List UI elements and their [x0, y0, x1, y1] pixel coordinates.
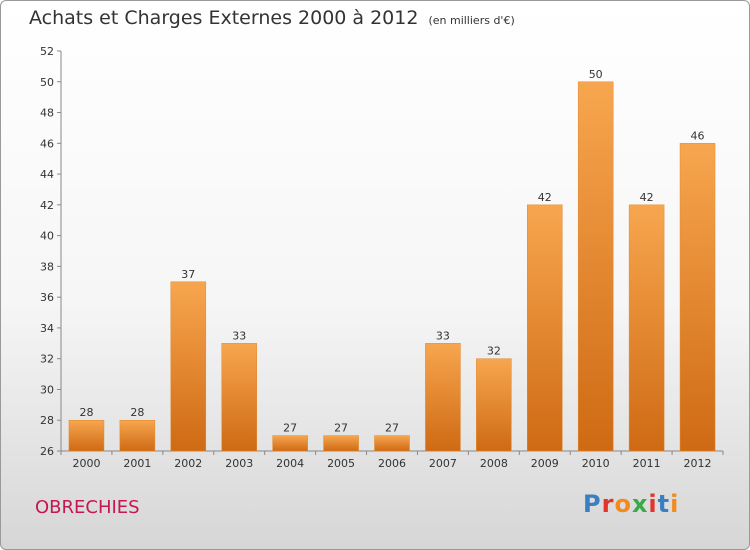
- data-labels: 28 28 37 33 27 27 27 33 32 42 50 42 46: [79, 68, 704, 435]
- data-label-2004: 27: [283, 422, 297, 435]
- x-tick-label: 2003: [225, 457, 253, 470]
- logo-letter: t: [657, 490, 671, 518]
- y-tick-label: 44: [40, 168, 54, 181]
- bar-2000: [68, 419, 105, 452]
- data-label-2006: 27: [385, 422, 399, 435]
- x-tick-label: 2010: [582, 457, 610, 470]
- data-label-2003: 33: [232, 329, 246, 342]
- x-tick-label: 2007: [429, 457, 457, 470]
- bar-2008: [476, 358, 512, 452]
- logo-letter: i: [648, 490, 658, 518]
- logo-letter: r: [601, 490, 615, 518]
- unit-note: (en milliers d'€): [428, 14, 515, 27]
- x-tick-label: 2008: [480, 457, 508, 470]
- y-tick-label: 40: [40, 230, 54, 243]
- data-label-2005: 27: [334, 422, 348, 435]
- bar-2003: [221, 343, 257, 452]
- data-label-2012: 46: [691, 129, 705, 142]
- data-label-2002: 37: [181, 268, 195, 281]
- y-tick-label: 36: [40, 291, 54, 304]
- data-label-2008: 32: [487, 345, 501, 358]
- x-tick-label: 2002: [174, 457, 202, 470]
- bar-chart: 26 28 30 32 34 36 38 40 42 44 46 48 50 52 2000 2001 2002…: [40, 45, 724, 470]
- y-tick-label: 26: [40, 445, 54, 458]
- logo-letter: x: [631, 490, 649, 518]
- x-tick-label: 2006: [378, 457, 406, 470]
- y-tick-label: 48: [40, 107, 54, 120]
- chart-title: Achats et Charges Externes 2000 à 2012 (e…: [29, 7, 515, 29]
- y-tick-label: 28: [40, 414, 54, 427]
- x-tick-label: 2000: [72, 457, 100, 470]
- data-label-2011: 42: [640, 191, 654, 204]
- chart-title-text: Achats et Charges Externes 2000 à 2012: [29, 7, 419, 29]
- y-tick-label: 32: [40, 353, 54, 366]
- logo-letter: i: [670, 490, 680, 518]
- bar-2011: [628, 204, 665, 452]
- y-tick-label: 38: [40, 260, 54, 273]
- bar-2001: [119, 419, 156, 452]
- proxiti-logo: Proxiti: [583, 490, 679, 518]
- x-tick-label: 2009: [531, 457, 559, 470]
- data-label-2010: 50: [589, 68, 603, 81]
- data-label-2009: 42: [538, 191, 552, 204]
- y-tick-label: 34: [40, 322, 54, 335]
- bars: [68, 81, 716, 452]
- data-label-2000: 28: [79, 406, 93, 419]
- bar-2006: [374, 435, 410, 452]
- y-tick-label: 46: [40, 137, 54, 150]
- bar-2002: [170, 281, 207, 452]
- x-tick-label: 2001: [123, 457, 151, 470]
- x-tick-label: 2005: [327, 457, 355, 470]
- x-tick-label: 2011: [633, 457, 661, 470]
- bar-2012: [679, 143, 716, 452]
- commune-name: OBRECHIES: [35, 497, 140, 518]
- y-tick-label: 52: [40, 45, 54, 58]
- y-tick-label: 50: [40, 76, 54, 89]
- bar-2004: [272, 435, 308, 452]
- bar-2007: [425, 343, 461, 452]
- bar-2009: [527, 204, 563, 452]
- data-label-2001: 28: [130, 406, 144, 419]
- bar-2005: [323, 435, 359, 452]
- data-label-2007: 33: [436, 329, 450, 342]
- x-tick-label: 2012: [684, 457, 712, 470]
- y-tick-label: 42: [40, 199, 54, 212]
- x-tick-label: 2004: [276, 457, 304, 470]
- y-tick-label: 30: [40, 383, 54, 396]
- logo-letter: P: [583, 490, 602, 518]
- bar-2010: [577, 81, 614, 452]
- logo-letter: o: [614, 490, 632, 518]
